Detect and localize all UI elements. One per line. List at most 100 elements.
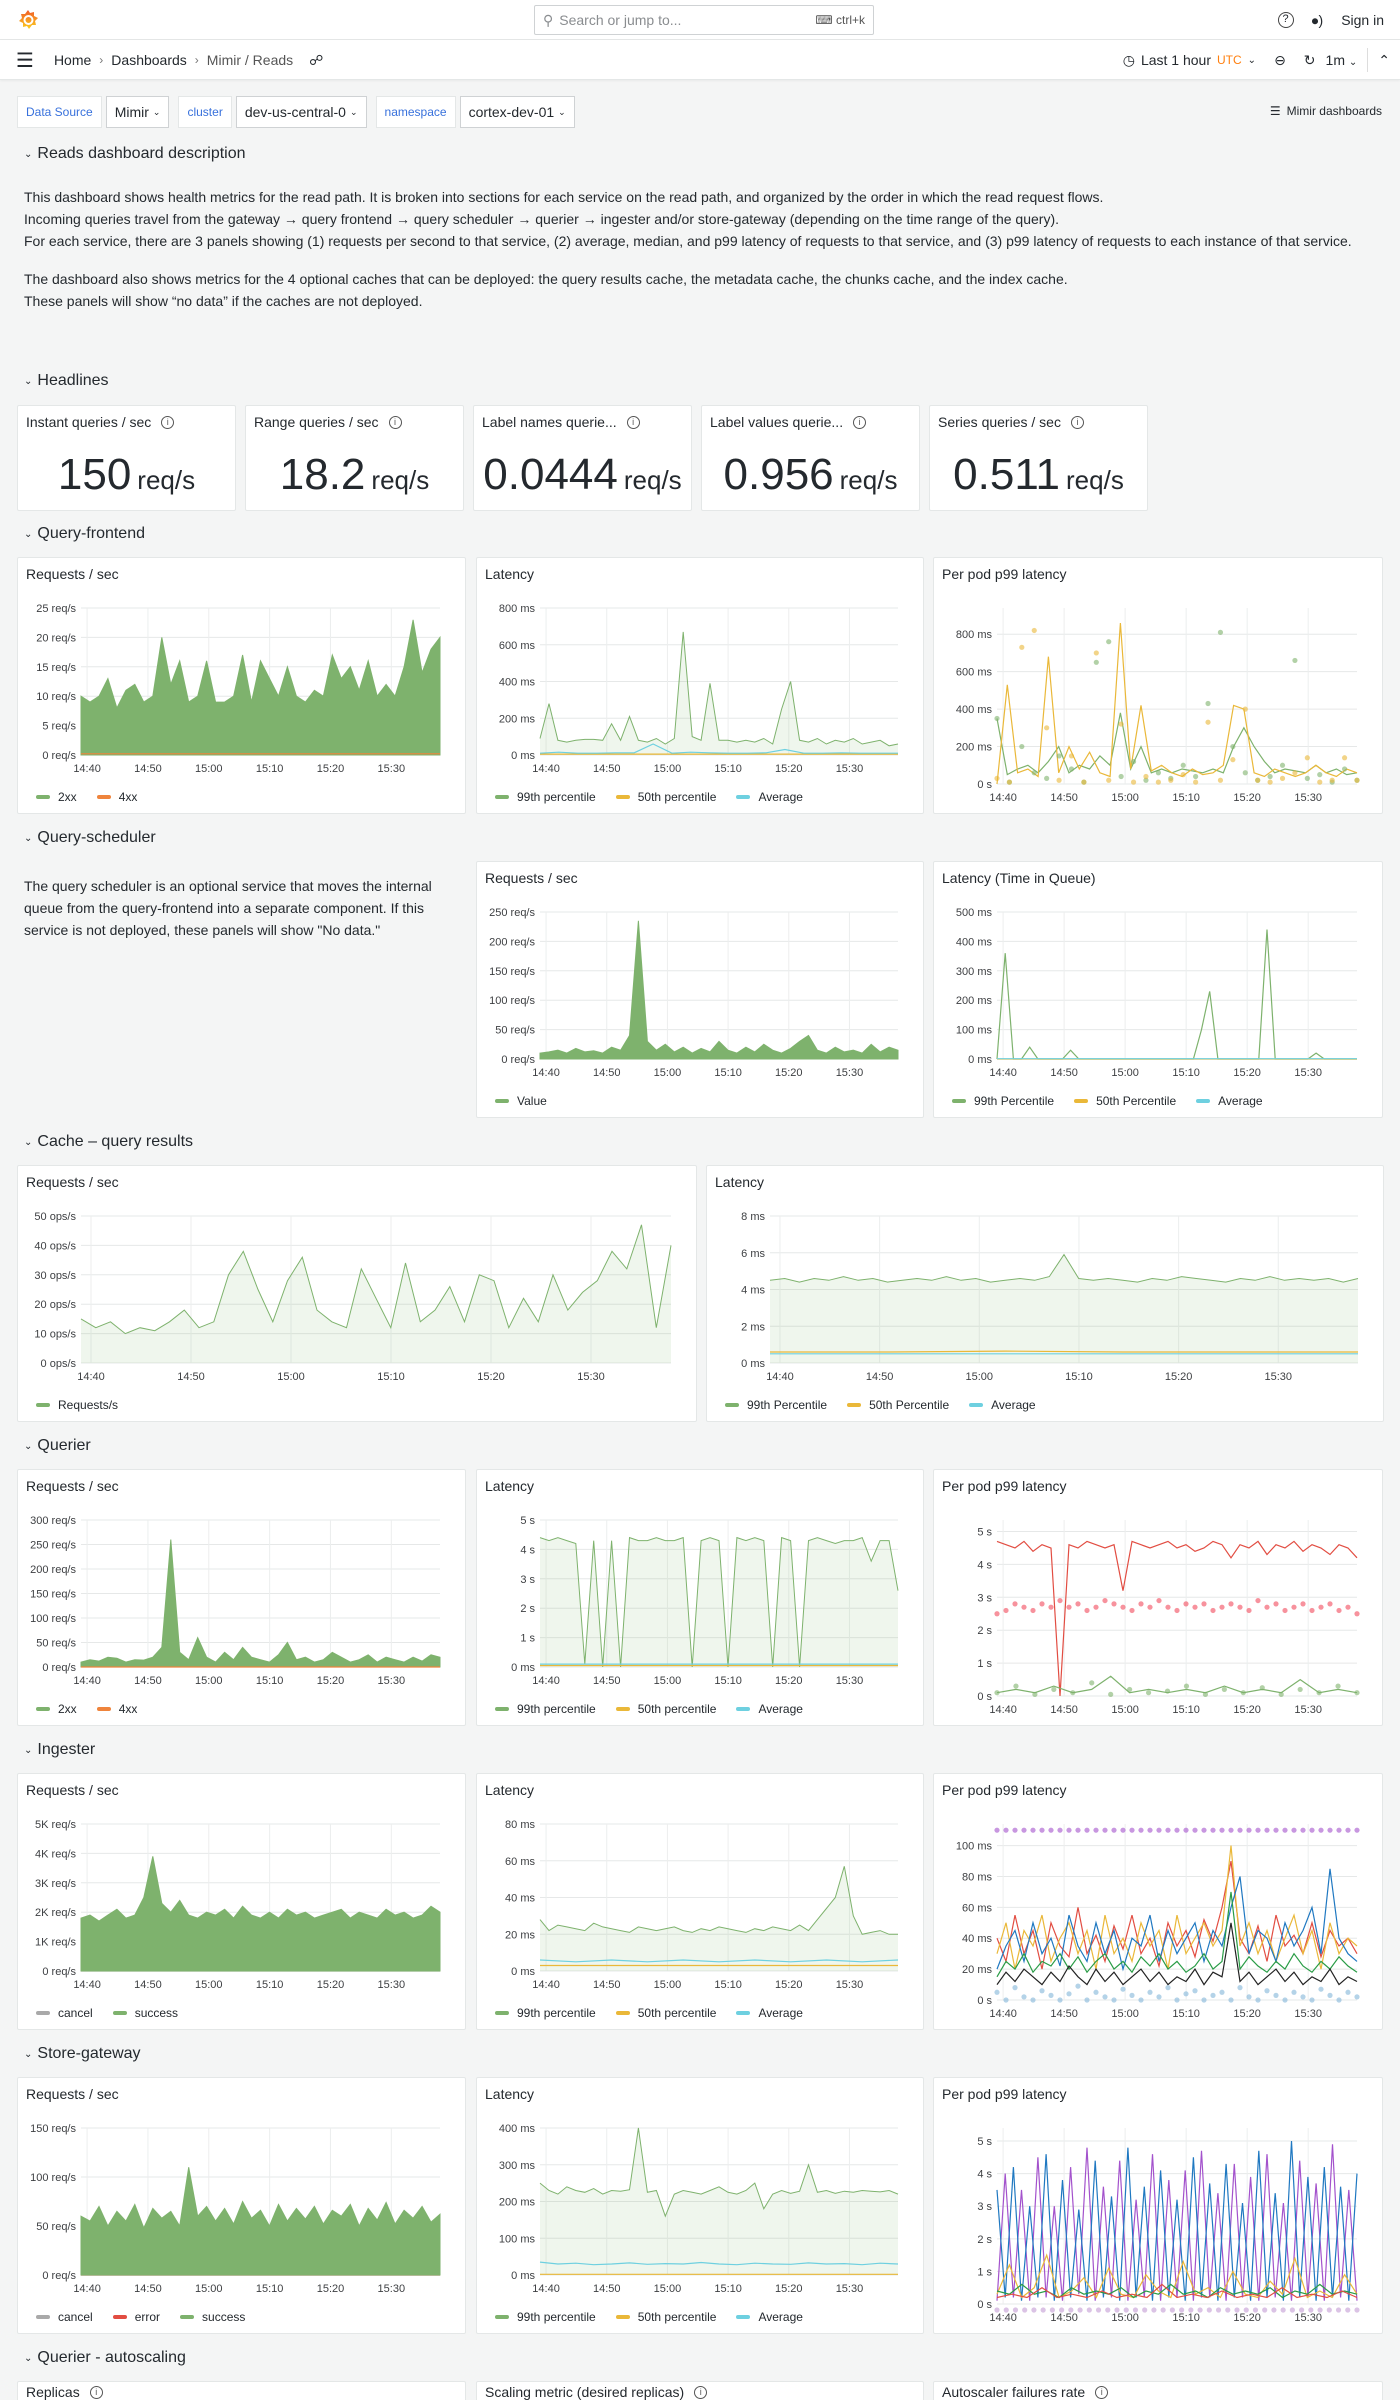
legend-item[interactable]: 2xx	[36, 1702, 77, 1716]
time-picker[interactable]: ◷ Last 1 hour UTC ⌄	[1123, 52, 1256, 69]
legend-item[interactable]: 99th percentile	[495, 1702, 596, 1716]
rss-icon[interactable]: ⦁)	[1311, 11, 1324, 28]
chart[interactable]: 0 ms 100 ms 200 ms 300 ms 400 ms 14:40 14:50 15…	[477, 2078, 924, 2334]
legend-item[interactable]: cancel	[36, 2310, 93, 2324]
sign-in-link[interactable]: Sign in	[1341, 12, 1384, 28]
chart[interactable]: 0 ms 20 ms 40 ms 60 ms 80 ms 14:40 14:50 15:00 1…	[477, 1774, 924, 2030]
chart[interactable]: 0 req/s 50 req/s 100 req/s 150 req/s 200 req…	[18, 1470, 466, 1726]
legend-item[interactable]: 2xx	[36, 790, 77, 804]
row-header-ingester[interactable]: ⌄ Ingester	[24, 1738, 95, 1762]
row-header-headlines[interactable]: ⌄ Headlines	[24, 369, 109, 393]
datasource-select[interactable]: Mimir ⌄	[105, 96, 170, 128]
panel-title[interactable]: Scaling metric (desired replicas) i	[485, 2384, 708, 2400]
panel-title[interactable]: Per pod p99 latency	[942, 1782, 1067, 1798]
legend-item[interactable]: Average	[736, 1702, 803, 1716]
breadcrumb-home[interactable]: Home	[53, 52, 92, 68]
legend-item[interactable]: 99th Percentile	[725, 1398, 827, 1412]
chart[interactable]: 0 req/s 5 req/s 10 req/s 15 req/s 20 req/s 25…	[18, 558, 466, 814]
panel-title[interactable]: Label names querie... i	[482, 414, 640, 430]
panel-title[interactable]: Requests / sec	[26, 1782, 119, 1798]
refresh-interval[interactable]: 1m ⌄	[1326, 52, 1358, 68]
chart[interactable]: 0 req/s 50 req/s 100 req/s 150 req/s 14:40 14…	[18, 2078, 466, 2334]
info-icon[interactable]: i	[853, 415, 867, 429]
share-icon[interactable]: ☍	[309, 51, 324, 68]
panel-title[interactable]: Latency (Time in Queue)	[942, 870, 1096, 886]
info-icon[interactable]: i	[626, 415, 640, 429]
row-header-description[interactable]: ⌄ Reads dashboard description	[24, 142, 246, 166]
legend-item[interactable]: cancel	[36, 2006, 93, 2020]
info-icon[interactable]: i	[388, 415, 402, 429]
panel-title[interactable]: Per pod p99 latency	[942, 1478, 1067, 1494]
panel-title[interactable]: Replicas i	[26, 2384, 103, 2400]
chart[interactable]: 0 s 200 ms 400 ms 600 ms 800 ms 14:40 14:50 15:…	[934, 558, 1383, 814]
panel-title[interactable]: Requests / sec	[26, 1174, 119, 1190]
chart[interactable]: 0 ops/s 10 ops/s 20 ops/s 30 ops/s 40 ops/s 5…	[18, 1166, 697, 1422]
chart[interactable]: 0 s 1 s 2 s 3 s 4 s 5 s 14:40 14:50 15:00 15:10 15…	[934, 2078, 1383, 2334]
panel-title[interactable]: Latency	[485, 566, 534, 582]
row-header-store-gateway[interactable]: ⌄ Store-gateway	[24, 2042, 141, 2066]
legend-item[interactable]: 99th percentile	[495, 2006, 596, 2020]
legend-item[interactable]: 4xx	[96, 790, 137, 804]
chevron-up-icon[interactable]: ⌃	[1378, 51, 1390, 68]
legend-item[interactable]: Average	[736, 790, 803, 804]
row-header-cache-query-results[interactable]: ⌄ Cache – query results	[24, 1130, 193, 1154]
panel-title[interactable]: Label values querie... i	[710, 414, 867, 430]
panel-title[interactable]: Latency	[485, 1478, 534, 1494]
legend-item[interactable]: 99th percentile	[495, 790, 596, 804]
panel-title[interactable]: Requests / sec	[485, 870, 578, 886]
chart[interactable]: 0 s 1 s 2 s 3 s 4 s 5 s 14:40 14:50 15:00 15:10 15…	[934, 1470, 1383, 1726]
panel-title[interactable]: Range queries / sec i	[254, 414, 402, 430]
chart[interactable]: 0 s 20 ms 40 ms 60 ms 80 ms 100 ms 14:40 14:50 1…	[934, 1774, 1383, 2030]
chart[interactable]: 0 ms 100 ms 200 ms 300 ms 400 ms 500 ms 14:40 1…	[934, 862, 1383, 1118]
chart[interactable]: 0 ms 2 ms 4 ms 6 ms 8 ms 14:40 14:50 15:00 15:10…	[707, 1166, 1384, 1422]
row-header-query-scheduler[interactable]: ⌄ Query-scheduler	[24, 826, 156, 850]
panel-title[interactable]: Latency	[485, 1782, 534, 1798]
panel-title[interactable]: Latency	[485, 2086, 534, 2102]
legend-item[interactable]: 99th Percentile	[952, 1094, 1054, 1108]
mimir-dashboards-link[interactable]: ☰ Mimir dashboards	[1270, 104, 1382, 118]
legend-item[interactable]: 50th Percentile	[1074, 1094, 1176, 1108]
legend-item[interactable]: 50th percentile	[615, 2310, 716, 2324]
panel-title[interactable]: Requests / sec	[26, 2086, 119, 2102]
info-icon[interactable]: i	[694, 2385, 708, 2399]
legend-item[interactable]: Average	[736, 2310, 803, 2324]
breadcrumb-dashboards[interactable]: Dashboards	[111, 52, 187, 68]
panel-title[interactable]: Instant queries / sec i	[26, 414, 175, 430]
legend-item[interactable]: 50th Percentile	[847, 1398, 949, 1412]
grafana-logo-icon[interactable]	[16, 8, 40, 32]
search-input[interactable]: ⚲ Search or jump to... ⌨ ctrl+k	[534, 5, 874, 35]
legend-item[interactable]: Average	[736, 2006, 803, 2020]
panel-title[interactable]: Series queries / sec i	[938, 414, 1084, 430]
info-icon[interactable]: i	[161, 415, 175, 429]
legend-item[interactable]: 99th percentile	[495, 2310, 596, 2324]
row-header-querier[interactable]: ⌄ Querier	[24, 1434, 91, 1458]
zoom-out-icon[interactable]: ⊖	[1274, 51, 1286, 68]
legend-item[interactable]: 50th percentile	[615, 1702, 716, 1716]
legend-item[interactable]: Average	[1196, 1094, 1263, 1108]
row-header-query-frontend[interactable]: ⌄ Query-frontend	[24, 522, 145, 546]
info-icon[interactable]: i	[1095, 2385, 1109, 2399]
chart[interactable]: 0 ms 200 ms 400 ms 600 ms 800 ms 14:40 14:50 15…	[477, 558, 924, 814]
namespace-select[interactable]: cortex-dev-01 ⌄	[459, 96, 575, 128]
info-icon[interactable]: i	[89, 2385, 103, 2399]
legend-item[interactable]: success	[112, 2006, 178, 2020]
help-icon[interactable]: ?	[1277, 12, 1294, 28]
row-header-querier-autoscaling[interactable]: ⌄ Querier - autoscaling	[24, 2346, 186, 2370]
legend-item[interactable]: 50th percentile	[615, 2006, 716, 2020]
panel-title[interactable]: Requests / sec	[26, 1478, 119, 1494]
info-icon[interactable]: i	[1070, 415, 1084, 429]
chart[interactable]: 0 req/s 50 req/s 100 req/s 150 req/s 200 req…	[477, 862, 924, 1118]
legend-item[interactable]: Average	[969, 1398, 1036, 1412]
legend-item[interactable]: error	[112, 2310, 160, 2324]
legend-item[interactable]: success	[180, 2310, 245, 2324]
panel-title[interactable]: Requests / sec	[26, 566, 119, 582]
legend-item[interactable]: 4xx	[96, 1702, 137, 1716]
panel-title[interactable]: Latency	[715, 1174, 764, 1190]
panel-title[interactable]: Per pod p99 latency	[942, 566, 1067, 582]
legend-item[interactable]: Requests/s	[36, 1398, 118, 1412]
cluster-select[interactable]: dev-us-central-0 ⌄	[235, 96, 367, 128]
menu-icon[interactable]: ☰	[16, 49, 34, 72]
chart[interactable]: 0 ms 1 s 2 s 3 s 4 s 5 s 14:40 14:50 15:00 15:10 1…	[477, 1470, 924, 1726]
legend-item[interactable]: Value	[495, 1094, 547, 1108]
chart[interactable]: 0 req/s 1K req/s 2K req/s 3K req/s 4K req/s 5…	[18, 1774, 466, 2030]
